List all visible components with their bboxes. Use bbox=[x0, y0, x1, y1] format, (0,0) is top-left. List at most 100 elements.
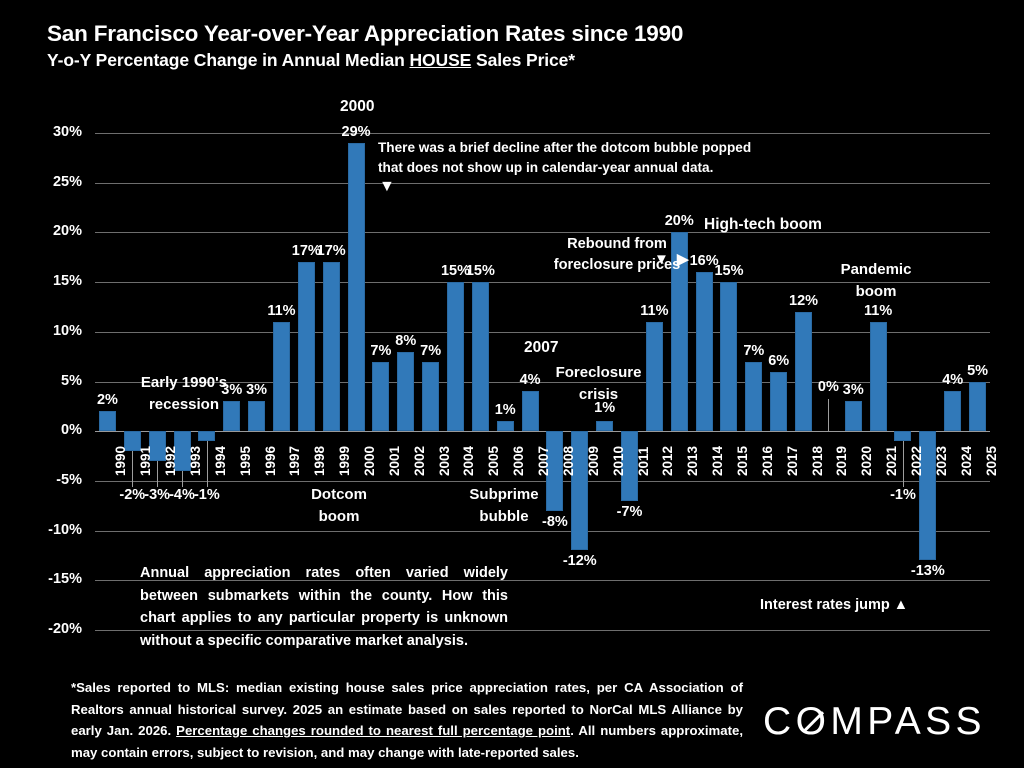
x-axis-year-label-2014: 2014 bbox=[710, 446, 726, 477]
annotation-interest-rates-jump: Interest rates jump ▲ bbox=[760, 597, 909, 613]
x-axis-year-label-2010: 2010 bbox=[610, 446, 626, 477]
bar-value-label-2003: 7% bbox=[420, 342, 442, 359]
annotation-rebound-from-foreclosure: Rebound from foreclosure prices bbox=[553, 236, 681, 273]
gridline bbox=[95, 133, 990, 134]
gridline bbox=[95, 530, 990, 532]
bar-value-label-1993: -4% bbox=[169, 487, 195, 504]
bar-value-label-2008: -8% bbox=[542, 513, 568, 530]
bar-2024[interactable] bbox=[944, 391, 962, 432]
bar-1994[interactable] bbox=[198, 431, 216, 442]
leader-line-1994 bbox=[206, 441, 208, 488]
bar-2008[interactable] bbox=[546, 431, 564, 511]
bar-1997[interactable] bbox=[272, 321, 290, 432]
annotation-year-2000: 2000 bbox=[340, 98, 375, 115]
subtitle-text-post: Sales Price* bbox=[471, 50, 576, 70]
x-axis-year-label-1995: 1995 bbox=[237, 446, 253, 477]
bar-2005[interactable] bbox=[471, 282, 489, 432]
bar-2002[interactable] bbox=[397, 351, 415, 432]
bar-value-label-2001: 7% bbox=[370, 342, 392, 359]
bar-value-label-1997: 11% bbox=[267, 302, 296, 319]
bar-value-label-1998: 17% bbox=[291, 243, 321, 260]
bar-value-label-1999: 17% bbox=[316, 243, 346, 260]
bar-1995[interactable] bbox=[223, 401, 241, 432]
bar-2016[interactable] bbox=[745, 361, 763, 432]
bar-1990[interactable] bbox=[98, 411, 116, 432]
gridline bbox=[95, 282, 990, 284]
x-axis-year-label-2008: 2008 bbox=[560, 446, 576, 477]
annotation-high-tech-boom: High-tech boom bbox=[704, 216, 822, 233]
bar-value-label-2018: 12% bbox=[789, 292, 819, 309]
bar-1998[interactable] bbox=[297, 262, 315, 432]
footnote-part2: . All numbers approximate, may contain e… bbox=[71, 723, 743, 760]
bar-value-label-2005: 15% bbox=[465, 263, 495, 280]
bar-value-label-2015: 15% bbox=[714, 263, 744, 280]
compass-logo: C O MPASS bbox=[763, 700, 986, 744]
bar-2001[interactable] bbox=[372, 361, 390, 432]
bar-1999[interactable] bbox=[322, 262, 340, 432]
bar-2010[interactable] bbox=[596, 421, 614, 432]
x-axis-year-label-1991: 1991 bbox=[138, 446, 154, 477]
bar-value-label-2014: 16% bbox=[689, 253, 719, 270]
y-axis-tick-label: -5% bbox=[56, 471, 82, 488]
bar-value-label-2021: 11% bbox=[864, 302, 893, 319]
x-axis-year-label-2001: 2001 bbox=[386, 446, 402, 477]
y-axis-tick-label: 15% bbox=[52, 273, 82, 290]
bar-2020[interactable] bbox=[844, 401, 862, 432]
gridline bbox=[95, 232, 990, 234]
bar-1993[interactable] bbox=[173, 431, 191, 471]
logo-letters-rest: MPASS bbox=[830, 700, 986, 743]
annotation-year-2007: 2007 bbox=[524, 339, 559, 356]
bar-value-label-2020: 3% bbox=[842, 382, 864, 399]
bar-value-label-2022: -1% bbox=[890, 487, 916, 504]
x-axis-year-label-2023: 2023 bbox=[933, 446, 949, 477]
bar-2004[interactable] bbox=[446, 282, 464, 432]
bar-2000[interactable] bbox=[347, 142, 365, 432]
x-axis-year-label-2018: 2018 bbox=[809, 446, 825, 477]
x-axis-year-label-2002: 2002 bbox=[411, 446, 427, 477]
bar-2009[interactable] bbox=[571, 431, 589, 551]
page-subtitle: Y-o-Y Percentage Change in Annual Median… bbox=[47, 50, 575, 71]
x-axis-year-label-2004: 2004 bbox=[461, 446, 477, 477]
bar-1992[interactable] bbox=[148, 431, 166, 461]
chart-plot-area bbox=[95, 133, 990, 631]
y-axis-tick-label: 0% bbox=[61, 422, 82, 439]
bar-2003[interactable] bbox=[422, 361, 440, 432]
gridline bbox=[95, 480, 990, 482]
bar-2007[interactable] bbox=[521, 391, 539, 432]
bar-2025[interactable] bbox=[969, 381, 987, 432]
annotation-disclaimer: Annual appreciation rates often varied w… bbox=[140, 565, 508, 649]
bar-2017[interactable] bbox=[770, 371, 788, 432]
gridline bbox=[95, 381, 990, 383]
logo-letter-c: C bbox=[763, 700, 796, 743]
bar-2022[interactable] bbox=[894, 431, 912, 442]
bar-2023[interactable] bbox=[919, 431, 937, 561]
bar-value-label-1990: 2% bbox=[96, 392, 118, 409]
bar-1991[interactable] bbox=[123, 431, 141, 452]
bar-2018[interactable] bbox=[795, 311, 813, 432]
bar-value-label-2012: 11% bbox=[640, 302, 669, 319]
x-axis-year-label-1998: 1998 bbox=[312, 446, 328, 477]
bar-2015[interactable] bbox=[720, 282, 738, 432]
bar-value-label-2006: 1% bbox=[494, 402, 516, 419]
leader-line-1992 bbox=[157, 461, 159, 488]
bar-2011[interactable] bbox=[621, 431, 638, 501]
x-axis-year-label-2009: 2009 bbox=[585, 446, 601, 477]
x-axis-year-label-2000: 2000 bbox=[362, 446, 378, 477]
bar-1996[interactable] bbox=[248, 401, 266, 432]
y-axis-tick-label: -20% bbox=[48, 621, 82, 637]
bar-value-label-2025: 5% bbox=[967, 362, 989, 379]
bar-2006[interactable] bbox=[496, 421, 514, 432]
bar-2012[interactable] bbox=[645, 321, 663, 432]
x-axis-year-label-2012: 2012 bbox=[660, 446, 676, 477]
x-axis-year-label-2015: 2015 bbox=[734, 446, 750, 477]
y-axis-tick-label: 20% bbox=[52, 223, 82, 240]
bar-2021[interactable] bbox=[869, 321, 887, 432]
annotation-early-1990s-recession: Early 1990's recession bbox=[140, 374, 228, 413]
bar-value-label-2009: -12% bbox=[562, 553, 597, 570]
bar-2014[interactable] bbox=[695, 272, 713, 432]
bar-2013[interactable] bbox=[670, 232, 688, 432]
x-axis-year-label-1994: 1994 bbox=[212, 446, 228, 477]
bar-value-label-2004: 15% bbox=[440, 263, 470, 280]
subtitle-text-pre: Y-o-Y Percentage Change in Annual Median bbox=[47, 50, 410, 70]
